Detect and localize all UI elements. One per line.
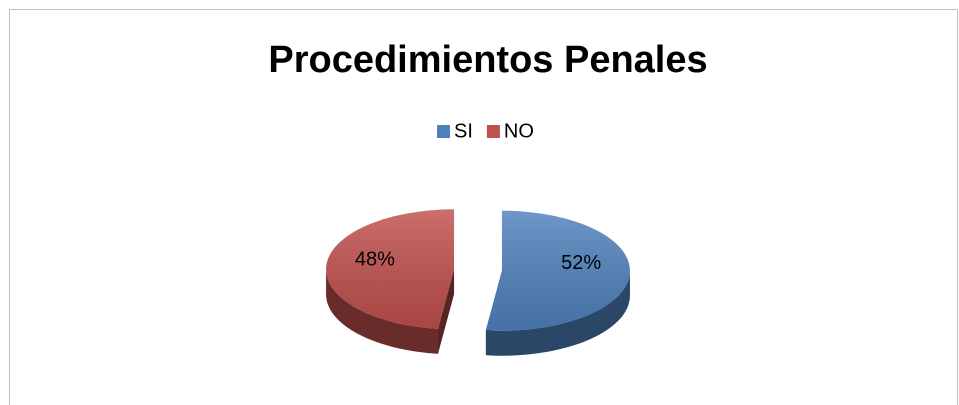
chart-border: [9, 9, 958, 405]
legend: SI NO: [437, 120, 534, 142]
slice-side: [326, 269, 439, 354]
slice-cut-face: [438, 269, 455, 354]
legend-label: NO: [504, 120, 534, 142]
legend-swatch: [437, 125, 450, 138]
slice-top-shade: [326, 209, 455, 329]
data-label: 48%: [355, 248, 395, 270]
pie-slice: [485, 210, 630, 356]
data-label: 52%: [561, 252, 601, 274]
slice-side: [485, 270, 630, 356]
legend-swatch: [486, 125, 500, 138]
pie-slice: [326, 209, 455, 354]
slice-top-shade: [485, 210, 630, 331]
legend-label: SI: [454, 120, 473, 142]
pie: 52% 48%: [326, 209, 630, 356]
chart-title: Procedimientos Penales: [268, 39, 707, 81]
